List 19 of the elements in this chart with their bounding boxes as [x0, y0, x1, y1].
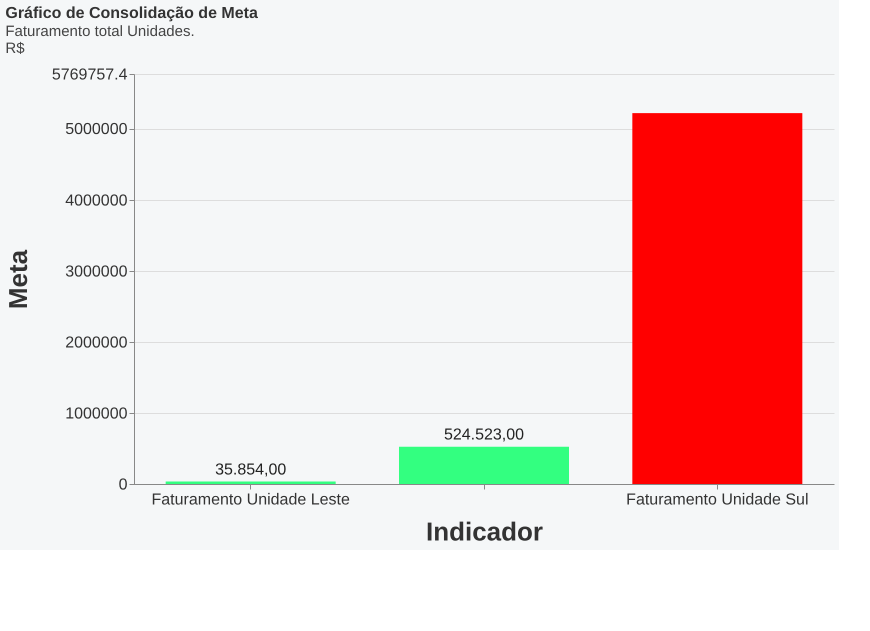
data-label: 35.854,00 [215, 461, 286, 478]
data-label: 524.523,00 [444, 426, 524, 444]
x-axis-title: Indicador [426, 516, 544, 546]
y-tick-label: 5769757.4 [52, 66, 128, 84]
text: R$ [5, 40, 26, 57]
chart-title: Gráfico de Consolidação de Meta [5, 5, 258, 22]
y-tick-label: 4000000 [65, 192, 128, 210]
x-tick-label: Faturamento Unidade Leste [151, 492, 350, 508]
bar [632, 113, 802, 484]
bar [166, 481, 336, 484]
chart-subtitle: Faturamento total Unidades. [5, 23, 195, 40]
y-tick-label: 1000000 [65, 405, 128, 422]
x-tick-label: Faturamento Unidade Sul [626, 492, 808, 508]
y-tick-label: 0 [118, 476, 128, 494]
y-tick-label: 5000000 [65, 121, 128, 138]
bar [399, 446, 569, 484]
y-tick-label: 2000000 [65, 334, 128, 352]
y-axis-title: Meta [2, 249, 33, 310]
y-tick-label: 3000000 [65, 263, 128, 280]
